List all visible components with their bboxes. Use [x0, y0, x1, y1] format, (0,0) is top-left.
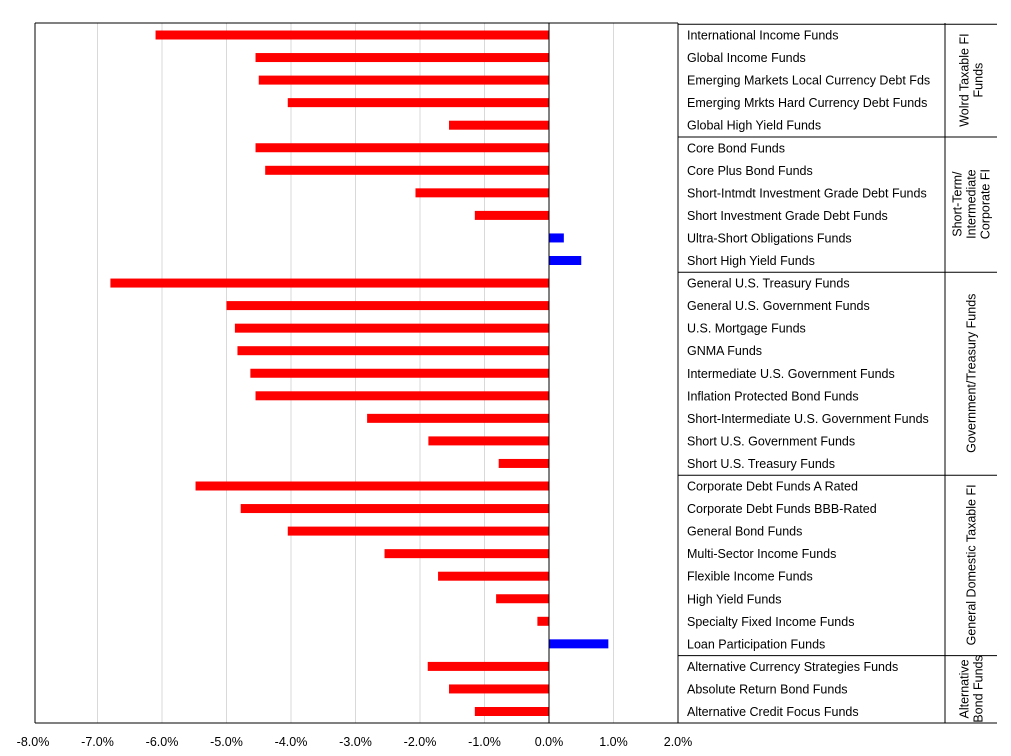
group-label: Short-Term/IntermediateCorporate FI [951, 169, 993, 239]
x-tick-label: -3.0% [339, 735, 372, 749]
x-tick-label: -7.0% [81, 735, 114, 749]
category-label: Ultra-Short Obligations Funds [687, 231, 852, 245]
category-labels: International Income Funds Global Income … [687, 29, 930, 720]
bar [415, 188, 549, 198]
category-label: Global Income Funds [687, 51, 806, 65]
bar [496, 594, 549, 604]
bar [255, 391, 549, 401]
bar [549, 256, 582, 265]
category-label: General U.S. Treasury Funds [687, 277, 850, 291]
x-tick-label: -1.0% [468, 735, 501, 749]
category-label: Core Bond Funds [687, 141, 785, 155]
bar [474, 707, 549, 716]
category-label: Loan Participation Funds [687, 637, 825, 651]
category-label: Short-Intermediate U.S. Government Funds [687, 412, 929, 426]
bar [226, 301, 549, 311]
bar [427, 661, 549, 671]
category-label: Short U.S. Government Funds [687, 434, 855, 448]
category-label: Emerging Markets Local Currency Debt Fds [687, 74, 930, 88]
category-label: Short Investment Grade Debt Funds [687, 209, 888, 223]
x-tick-label: 1.0% [599, 735, 628, 749]
x-tick-label: -4.0% [275, 735, 308, 749]
category-label: Corporate Debt Funds A Rated [687, 480, 858, 494]
bar [234, 323, 549, 333]
x-tick-label: -5.0% [210, 735, 243, 749]
category-label: Alternative Credit Focus Funds [687, 705, 859, 719]
group-label: Wolrd Taxable FIFunds [958, 33, 986, 126]
bar [474, 210, 549, 220]
bar [537, 616, 549, 626]
x-tick-label: 2.0% [664, 735, 693, 749]
bar [287, 526, 549, 536]
bar [449, 120, 549, 130]
bar [287, 98, 549, 108]
bar [449, 684, 549, 694]
group-label: General Domestic Taxable FI [965, 484, 979, 645]
category-label: U.S. Mortgage Funds [687, 322, 806, 336]
category-label: Inflation Protected Bond Funds [687, 389, 859, 403]
x-tick-label: 0.0% [535, 735, 564, 749]
x-tick-label: -8.0% [17, 735, 50, 749]
group-label: AlternativeBond Funds [958, 655, 986, 722]
category-label: Flexible Income Funds [687, 570, 813, 584]
category-label: International Income Funds [687, 29, 838, 43]
bar [250, 368, 550, 378]
category-label: Emerging Mrkts Hard Currency Debt Funds [687, 96, 927, 110]
bar [195, 481, 550, 491]
category-label: Alternative Currency Strategies Funds [687, 660, 898, 674]
bar [549, 639, 609, 649]
x-tick-label: -6.0% [146, 735, 179, 749]
group-label: Government/Treasury Funds [965, 294, 979, 453]
bar [498, 458, 549, 468]
category-label: GNMA Funds [687, 344, 762, 358]
category-label: General Bond Funds [687, 525, 802, 539]
category-label: Corporate Debt Funds BBB-Rated [687, 502, 877, 516]
group-labels: Wolrd Taxable FIFunds Short-Term/Intermed… [951, 33, 993, 722]
x-axis-tick-labels: -8.0% -7.0% -6.0% -5.0% -4.0% -3.0% -2.0% -1.0%… [17, 735, 693, 749]
x-tick-label: -2.0% [404, 735, 437, 749]
category-label: General U.S. Government Funds [687, 299, 870, 313]
category-label: Absolute Return Bond Funds [687, 682, 848, 696]
category-label: Short-Intmdt Investment Grade Debt Funds [687, 186, 927, 200]
bar [237, 346, 549, 356]
category-label: Core Plus Bond Funds [687, 164, 813, 178]
bar [549, 233, 564, 243]
bars [110, 30, 609, 716]
category-label: Global High Yield Funds [687, 119, 821, 133]
category-label: Multi-Sector Income Funds [687, 547, 836, 561]
bar [255, 53, 549, 63]
bar [240, 504, 549, 514]
category-label: High Yield Funds [687, 592, 782, 606]
bar [155, 30, 550, 40]
bar [428, 436, 549, 446]
bar [384, 549, 549, 559]
bar [255, 143, 549, 153]
bar [258, 75, 549, 85]
bar [110, 278, 550, 288]
bar [367, 413, 549, 423]
category-label: Intermediate U.S. Government Funds [687, 367, 895, 381]
bar [438, 571, 549, 581]
chart-frame [34, 22, 997, 724]
category-label: Specialty Fixed Income Funds [687, 615, 854, 629]
category-label: Short High Yield Funds [687, 254, 815, 268]
category-label: Short U.S. Treasury Funds [687, 457, 835, 471]
bar [265, 165, 549, 175]
